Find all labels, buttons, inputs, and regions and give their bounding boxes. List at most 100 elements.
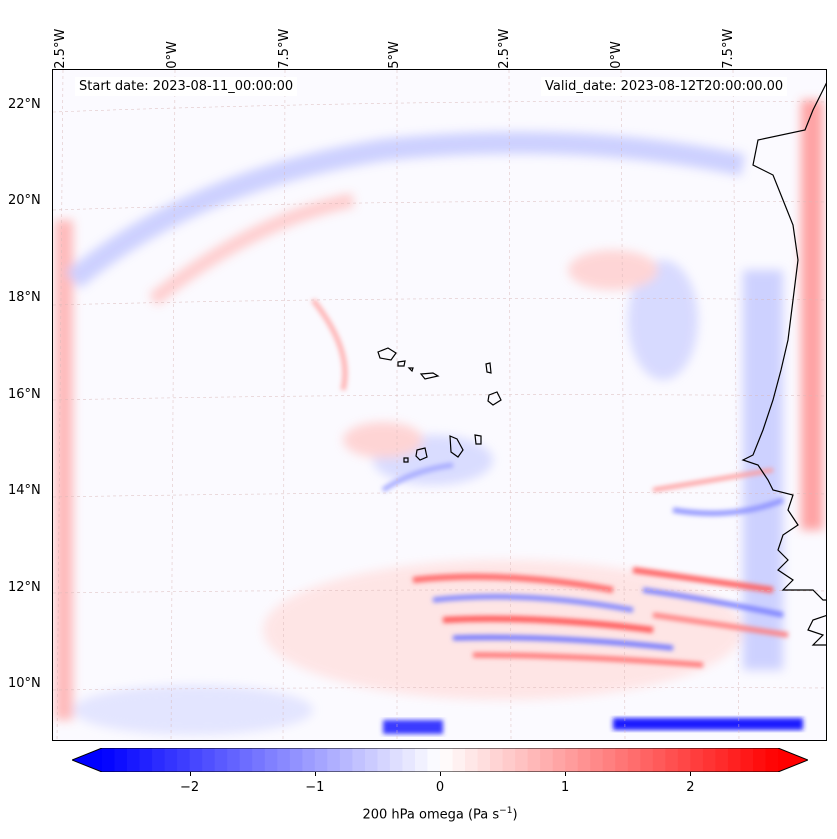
colorbar-cell [527,748,541,772]
band-blue-2 [452,634,674,651]
colorbar-cell [364,748,379,772]
colorbar-tick-mark [314,772,316,776]
omega-field-map [53,70,826,740]
colorbar-cell [577,748,591,772]
colorbar-cell [740,748,754,772]
colorbar-cell [665,748,679,772]
lat-label-22n: 22°N [8,97,41,112]
colorbar-cell [102,748,116,772]
colorbar-cell [127,748,141,772]
island-sao-nicolau [419,372,440,380]
west-africa-coastline-south [807,615,826,646]
lat-label-16n: 16°N [8,387,41,402]
northern-red-arc [148,193,355,306]
colorbar-tick-label: −2 [180,780,200,795]
colorbar-cell [402,748,416,772]
ne-blue-patch [628,260,698,380]
colorbar-tick-mark [565,772,567,776]
colorbar-cell [164,748,178,772]
sw-blue-haze [73,685,313,735]
island-maio [474,434,482,445]
valid-date-label: Valid_date: 2023-08-12T20:00:00.00 [541,77,788,96]
island-fogo [415,447,428,461]
colorbar-label: 200 hPa omega (Pa s−1) [0,806,837,822]
colorbar-cell [152,748,166,772]
map-panel[interactable] [52,69,827,741]
colorbar-cell [502,748,516,772]
colorbar-cell [715,748,729,772]
colorbar-cell [602,748,616,772]
colorbar-cells [72,748,808,772]
central-red-patch [343,422,423,458]
lat-label-10n: 10°N [8,676,41,691]
colorbar-cell [339,748,353,772]
band-red-3 [472,652,704,668]
colorbar-cell [189,748,203,772]
west-edge-red-band [55,220,73,720]
colorbar-cell [327,748,341,772]
band-red-6 [652,468,774,492]
band-red-2 [442,615,654,633]
colorbar-cell [202,748,216,772]
colorbar-tick-label: 0 [435,780,445,795]
band-blue-3 [642,587,784,618]
colorbar-cell [690,748,704,772]
colorbar-label-main: 200 hPa omega (Pa s [362,807,500,823]
colorbar-cell [214,748,228,772]
colorbar-cell [765,748,779,772]
cape-verde-islands [377,347,502,463]
colorbar-cell [139,748,153,772]
lat-label-12n: 12°N [8,580,41,595]
colorbar-tick-label: 2 [686,780,695,795]
colorbar-cell [552,748,566,772]
colorbar-tick-label: −1 [305,780,325,795]
colorbar-cell [540,748,554,772]
island-santiago [449,435,464,458]
colorbar-cell [452,748,466,772]
colorbar-cell [677,748,691,772]
colorbar-cell [289,748,303,772]
colorbar-tick-label: 1 [561,780,570,795]
colorbar-tick-mark [690,772,692,776]
northern-blue-arc [65,131,746,289]
island-santo-antao [377,347,397,361]
colorbar-cell [490,748,504,772]
colorbar-cell [314,748,328,772]
lat-label-20n: 20°N [8,193,41,208]
east-edge-red-band [801,100,823,530]
graticule [53,70,826,740]
island-boa-vista [487,391,502,406]
colorbar-cell [239,748,253,772]
colorbar-cell [177,748,191,772]
colorbar-cell [352,748,366,772]
colorbar-cell [264,748,278,772]
colorbar-tick-mark [440,772,441,776]
colorbar-cell [565,748,579,772]
island-santa-luzia [407,367,414,373]
colorbar-cell [389,748,404,772]
colorbar-cell [440,748,454,772]
south-pink-haze [263,560,743,700]
colorbar-cell [590,748,604,772]
band-blue-5 [381,462,454,493]
colorbar-cell [377,748,391,772]
colorbar-cell [702,748,717,772]
colorbar-cell [114,748,128,772]
colorbar-tick-mark [189,772,191,776]
colorbar-cell [752,748,767,772]
band-red-4 [632,567,774,593]
colorbar-cell [465,748,479,772]
band-red-1 [412,573,614,593]
west-africa-coastline [741,82,826,601]
colorbar [72,748,808,772]
colorbar-cell [652,748,666,772]
ne-red-patch [568,250,658,290]
colorbar-cell [515,748,529,772]
band-red-7 [311,298,348,391]
colorbar-cell [640,748,654,772]
band-blue-4 [672,497,784,516]
colorbar-cell [414,748,429,772]
colorbar-cell [615,748,629,772]
colorbar-extend-min [72,748,102,772]
band-blue-1 [432,594,634,613]
